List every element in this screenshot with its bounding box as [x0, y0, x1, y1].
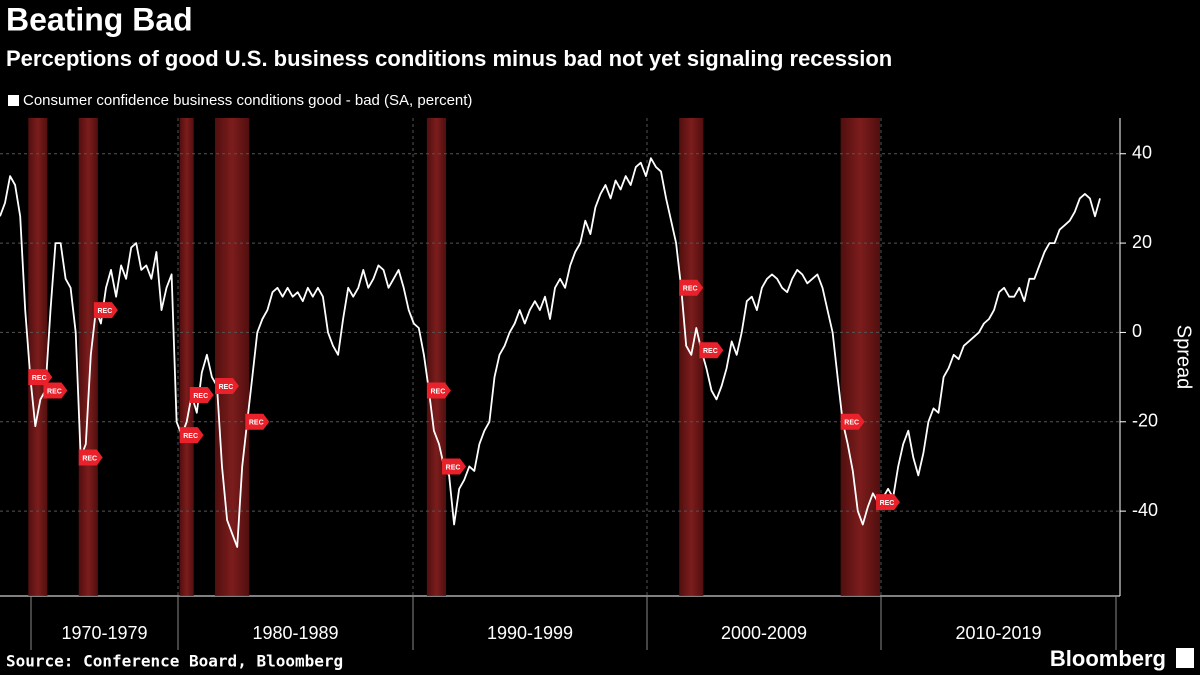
rec-flag: [78, 449, 103, 466]
y-tick-label: -20: [1132, 411, 1158, 431]
rec-flag: [189, 386, 214, 403]
source: Source: Conference Board, Bloomberg: [6, 652, 343, 671]
rec-flag-label: REC: [844, 420, 859, 427]
legend-swatch: [8, 95, 19, 106]
chart-title: Beating Bad: [6, 1, 193, 37]
rec-flag-label: REC: [446, 464, 461, 471]
legend-label: Consumer confidence business conditions …: [23, 92, 472, 109]
y-tick-label: 40: [1132, 142, 1152, 162]
recession-band: [679, 118, 704, 596]
x-tick-label: 2010-2019: [955, 623, 1041, 643]
recession-band: [78, 118, 98, 596]
chart-subtitle: Perceptions of good U.S. business condit…: [6, 46, 892, 71]
rec-flag-label: REC: [219, 384, 234, 391]
rec-flag-label: REC: [431, 388, 446, 395]
rec-flag: [28, 369, 53, 386]
rec-flag-label: REC: [193, 393, 208, 400]
series-line: [0, 157, 1101, 548]
rec-flag: [426, 382, 451, 399]
y-axis-label: Spread: [1173, 325, 1195, 390]
rec-flag-label: REC: [703, 348, 718, 355]
recession-band: [214, 118, 250, 596]
rec-flag: [679, 279, 704, 296]
rec-flag-label: REC: [183, 433, 198, 440]
brand-icon: [1176, 648, 1194, 668]
rec-flag: [179, 427, 204, 444]
rec-flag: [245, 413, 270, 430]
recession-band: [28, 118, 48, 596]
x-tick-label: 1990-1999: [487, 623, 573, 643]
rec-flag-label: REC: [683, 286, 698, 293]
rec-flag: [840, 413, 865, 430]
recession-band: [426, 118, 447, 596]
rec-flag: [442, 458, 467, 475]
y-tick-label: 20: [1132, 232, 1152, 252]
rec-flag-label: REC: [32, 375, 47, 382]
recession-band: [840, 118, 880, 596]
rec-flag: [699, 342, 724, 359]
rec-flag: [43, 382, 68, 399]
x-tick-label: 2000-2009: [721, 623, 807, 643]
rec-flag-label: REC: [249, 420, 264, 427]
x-tick-label: 1980-1989: [252, 623, 338, 643]
x-tick-label: 1970-1979: [61, 623, 147, 643]
rec-flag: [875, 494, 900, 511]
y-tick-label: -40: [1132, 500, 1158, 520]
brand: Bloomberg: [1050, 646, 1166, 671]
recession-band: [179, 118, 194, 596]
rec-flag: [93, 302, 118, 319]
rec-flag-label: REC: [47, 388, 62, 395]
rec-flag: [214, 378, 239, 395]
rec-flag-label: REC: [880, 500, 895, 507]
y-tick-label: 0: [1132, 321, 1142, 341]
rec-flag-label: REC: [82, 455, 97, 462]
rec-flag-label: REC: [97, 308, 112, 315]
